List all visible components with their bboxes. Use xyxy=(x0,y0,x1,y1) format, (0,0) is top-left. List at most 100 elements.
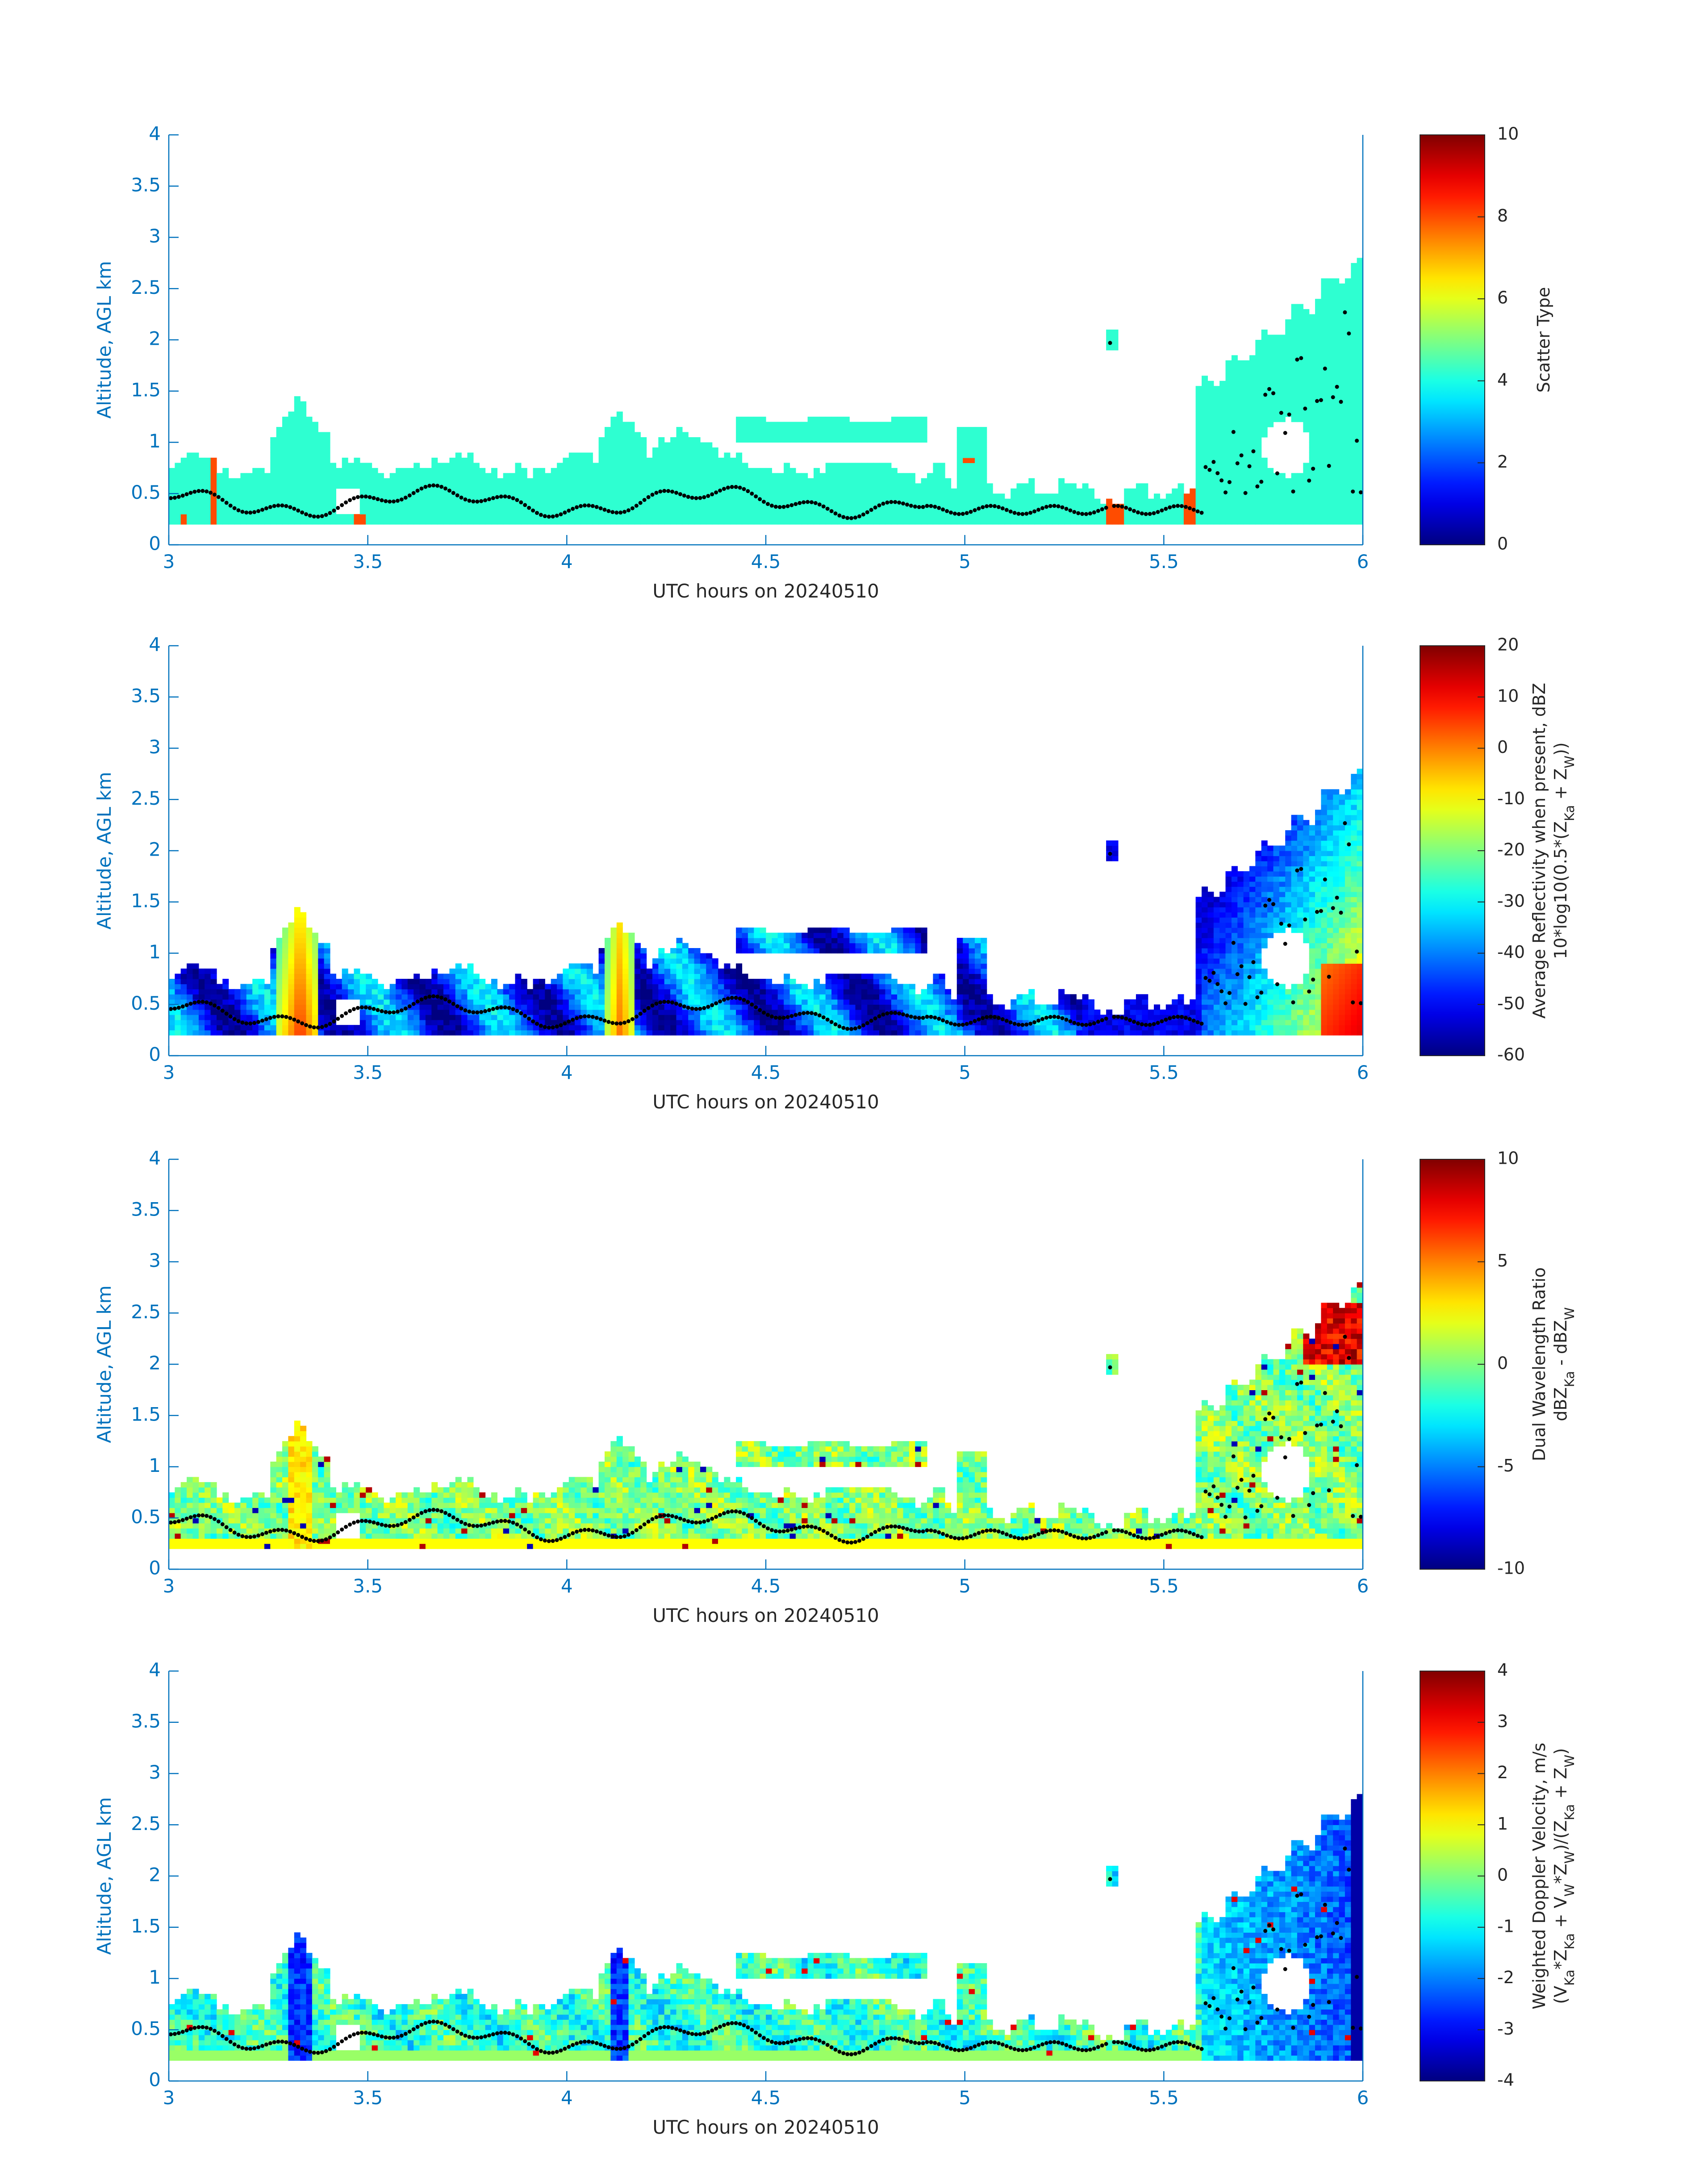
heatmap-cell xyxy=(694,1030,701,1036)
heatmap-cell xyxy=(485,999,492,1005)
heatmap-cell xyxy=(294,442,301,448)
heatmap-cell xyxy=(605,938,611,944)
heatmap-cell xyxy=(837,493,844,499)
heatmap-cell xyxy=(754,999,760,1005)
heatmap-cell xyxy=(634,948,641,954)
heatmap-cell xyxy=(282,953,288,959)
heatmap-cell xyxy=(169,1020,175,1025)
heatmap-cell xyxy=(491,488,497,494)
heatmap-cell xyxy=(1022,493,1029,499)
heatmap-cell xyxy=(676,1009,683,1015)
heatmap-cell xyxy=(437,978,444,984)
heatmap-cell xyxy=(903,493,910,499)
heatmap-cell xyxy=(533,483,539,489)
heatmap-cell xyxy=(491,1025,497,1031)
heatmap-cell xyxy=(407,483,414,489)
heatmap-cell xyxy=(1249,411,1256,417)
heatmap-cell xyxy=(1357,463,1363,468)
heatmap-cell xyxy=(1297,473,1303,479)
heatmap-cell xyxy=(377,519,384,525)
heatmap-cell xyxy=(1202,427,1208,433)
heatmap-cell xyxy=(300,473,307,479)
heatmap-cell xyxy=(784,478,790,484)
heatmap-cell xyxy=(903,417,910,422)
data-dot xyxy=(622,510,627,514)
heatmap-cell xyxy=(802,504,808,510)
heatmap-cell xyxy=(1219,519,1226,525)
heatmap-cell xyxy=(312,463,318,468)
heatmap-cell xyxy=(180,488,187,494)
heatmap-cell xyxy=(288,938,295,944)
heatmap-cell xyxy=(885,478,892,484)
data-dot xyxy=(252,510,257,514)
heatmap-cell xyxy=(306,943,313,949)
heatmap-cell xyxy=(1070,498,1077,504)
heatmap-cell xyxy=(981,488,987,494)
heatmap-cell xyxy=(1040,509,1047,514)
heatmap-cell xyxy=(1106,509,1113,514)
heatmap-cell xyxy=(706,442,713,448)
heatmap-cell xyxy=(282,978,288,984)
heatmap-cell xyxy=(676,457,683,463)
heatmap-cell xyxy=(969,504,975,510)
heatmap-cell xyxy=(849,468,856,473)
heatmap-cell xyxy=(598,457,605,463)
heatmap-cell xyxy=(1303,350,1310,356)
heatmap-cell xyxy=(312,437,318,443)
colorbar-tick-label: 4 xyxy=(1497,370,1508,389)
heatmap-cell xyxy=(324,958,330,964)
heatmap-cell xyxy=(312,504,318,510)
heatmap-cell xyxy=(1333,288,1340,294)
heatmap-cell xyxy=(885,468,892,473)
data-dot xyxy=(1084,512,1088,516)
heatmap-cell xyxy=(324,483,330,489)
heatmap-cell xyxy=(634,1020,641,1025)
heatmap-cell xyxy=(598,974,605,979)
heatmap-cell xyxy=(1309,417,1315,422)
heatmap-cell xyxy=(372,468,378,473)
heatmap-cell xyxy=(754,509,760,514)
heatmap-cell xyxy=(1357,345,1363,351)
heatmap-cell xyxy=(1327,437,1333,443)
heatmap-cell xyxy=(198,483,205,489)
heatmap-cell xyxy=(228,509,235,514)
heatmap-cell xyxy=(580,974,587,979)
heatmap-cell xyxy=(610,447,617,453)
heatmap-cell xyxy=(969,463,975,468)
heatmap-cell xyxy=(1315,391,1321,397)
heatmap-cell xyxy=(396,514,402,520)
heatmap-cell xyxy=(1339,299,1345,305)
data-dot xyxy=(833,511,838,516)
heatmap-cell xyxy=(909,509,915,514)
heatmap-cell xyxy=(1309,401,1315,407)
heatmap-cell xyxy=(437,463,444,468)
heatmap-cell xyxy=(258,999,265,1005)
heatmap-cell xyxy=(222,978,229,984)
heatmap-cell xyxy=(1255,396,1262,402)
heatmap-cell xyxy=(688,1009,695,1015)
data-dot xyxy=(785,504,790,508)
heatmap-cell xyxy=(915,493,922,499)
heatmap-cell xyxy=(396,978,402,984)
heatmap-cell xyxy=(228,483,235,489)
heatmap-cell xyxy=(264,1030,271,1036)
heatmap-cell xyxy=(312,968,318,974)
heatmap-cell xyxy=(479,1025,486,1031)
heatmap-cell xyxy=(921,437,927,443)
heatmap-cell xyxy=(1339,360,1345,366)
heatmap-cell xyxy=(1213,452,1220,458)
heatmap-cell xyxy=(634,509,641,514)
heatmap-cell xyxy=(575,457,581,463)
heatmap-cell xyxy=(694,968,701,974)
heatmap-cell xyxy=(300,953,307,959)
heatmap-cell xyxy=(1243,478,1250,484)
heatmap-cell xyxy=(407,509,414,514)
heatmap-cell xyxy=(706,1009,713,1015)
heatmap-cell xyxy=(1195,437,1202,443)
data-dot xyxy=(519,500,523,505)
heatmap-cell xyxy=(1231,411,1238,417)
heatmap-cell xyxy=(425,1030,432,1036)
heatmap-cell xyxy=(276,442,283,448)
heatmap-cell xyxy=(849,483,856,489)
data-dot xyxy=(176,495,181,499)
